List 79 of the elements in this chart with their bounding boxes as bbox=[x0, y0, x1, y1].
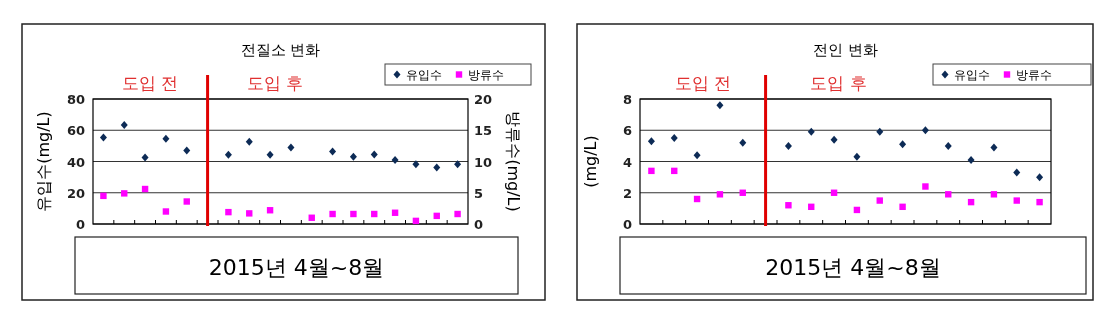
point bbox=[412, 160, 420, 169]
point bbox=[183, 198, 190, 205]
point bbox=[266, 150, 274, 159]
point bbox=[454, 160, 462, 169]
point bbox=[921, 126, 929, 135]
point bbox=[853, 152, 861, 161]
y-tick-label: 80 bbox=[66, 92, 85, 107]
point bbox=[648, 167, 655, 175]
y-tick-label: 0 bbox=[622, 217, 632, 232]
point bbox=[370, 150, 378, 159]
point bbox=[670, 134, 678, 143]
point bbox=[899, 140, 907, 149]
point bbox=[830, 135, 838, 144]
text: 도입 전 bbox=[674, 73, 731, 93]
y2-axis-title: 방류수(mg/L) bbox=[504, 111, 523, 212]
point bbox=[1036, 198, 1043, 206]
point bbox=[162, 134, 170, 143]
point bbox=[1036, 173, 1044, 182]
point bbox=[350, 210, 357, 218]
point bbox=[716, 101, 724, 110]
point bbox=[945, 191, 952, 198]
point bbox=[739, 138, 747, 147]
point bbox=[647, 137, 655, 146]
point bbox=[120, 120, 128, 129]
legend-label: 방류수 bbox=[1016, 68, 1052, 82]
point bbox=[876, 197, 883, 204]
y-axis-title: 유입수(mg/L) bbox=[34, 111, 53, 212]
point bbox=[246, 210, 253, 217]
point bbox=[944, 141, 952, 150]
point bbox=[1013, 197, 1020, 204]
point bbox=[162, 208, 170, 215]
chart-title: 전인 변화 bbox=[813, 41, 878, 59]
y2-tick-label: 0 bbox=[474, 217, 484, 232]
y-tick-label: 40 bbox=[66, 154, 85, 170]
legend-label: 유입수 bbox=[954, 68, 990, 82]
y2-tick-label: 10 bbox=[474, 154, 493, 170]
point bbox=[454, 210, 461, 218]
point bbox=[141, 153, 149, 162]
y2-tick-label: 20 bbox=[474, 92, 493, 107]
point bbox=[287, 143, 295, 152]
point bbox=[716, 191, 724, 198]
y2-tick-label: 5 bbox=[474, 185, 484, 201]
point bbox=[225, 208, 232, 216]
point bbox=[224, 150, 232, 159]
point bbox=[807, 127, 815, 136]
point bbox=[899, 203, 906, 211]
y-tick-label: 6 bbox=[622, 123, 632, 139]
y-tick-label: 8 bbox=[622, 92, 632, 107]
point bbox=[329, 210, 336, 218]
y-tick-label: 20 bbox=[66, 185, 85, 201]
point bbox=[784, 141, 792, 150]
point bbox=[433, 163, 441, 172]
point bbox=[990, 191, 998, 198]
y-tick-label: 60 bbox=[66, 123, 85, 139]
point bbox=[121, 190, 128, 197]
point bbox=[245, 137, 253, 146]
point bbox=[693, 151, 701, 160]
point bbox=[99, 133, 107, 142]
y2-tick-label: 15 bbox=[474, 123, 493, 139]
point bbox=[1013, 168, 1021, 177]
text: 도입 전 bbox=[122, 73, 179, 93]
point bbox=[922, 183, 929, 190]
y-tick-label: 2 bbox=[622, 185, 632, 201]
y-axis-title: (mg/L) bbox=[581, 135, 600, 188]
point bbox=[183, 146, 191, 155]
point bbox=[876, 127, 884, 136]
text: 도입 후 bbox=[246, 73, 304, 93]
point bbox=[990, 143, 998, 152]
point bbox=[349, 152, 357, 161]
text: 도입 후 bbox=[810, 73, 867, 93]
text: 2015년 4월~8월 bbox=[765, 255, 941, 280]
legend-label: 유입수 bbox=[406, 68, 442, 82]
legend-label: 방류수 bbox=[468, 68, 504, 82]
y-tick-label: 0 bbox=[75, 217, 85, 232]
text: 2015년 4월~8월 bbox=[208, 255, 385, 280]
chart-title: 전질소 변화 bbox=[240, 41, 321, 59]
point bbox=[785, 202, 792, 209]
y-tick-label: 4 bbox=[622, 154, 632, 170]
point bbox=[100, 192, 107, 200]
